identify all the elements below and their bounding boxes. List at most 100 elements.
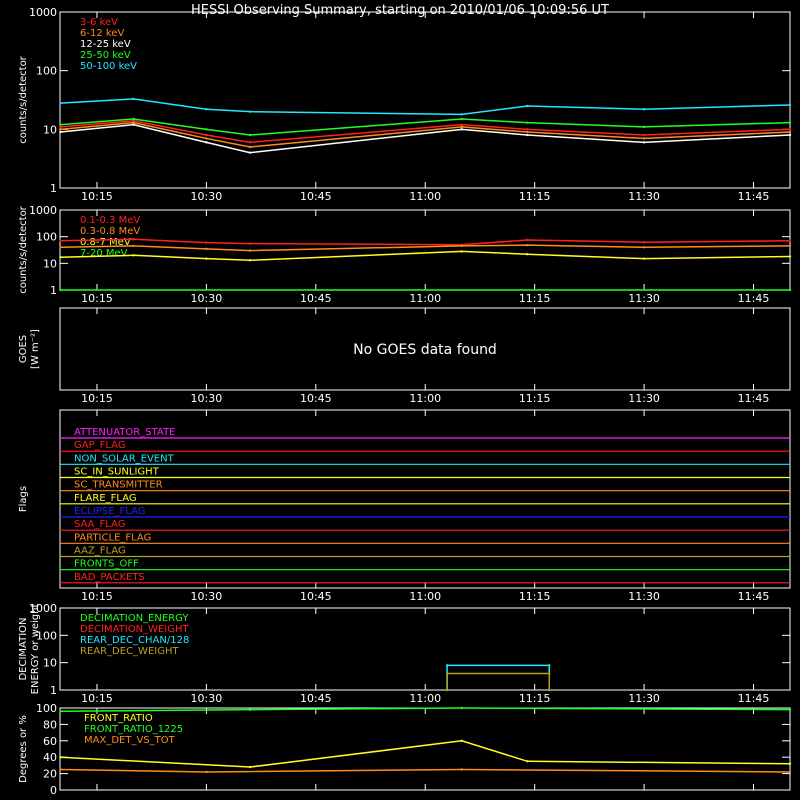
data-point — [445, 672, 449, 675]
y-tick-label: 100 — [36, 65, 57, 78]
data-point — [642, 133, 646, 137]
data-point — [59, 123, 62, 126]
time-tick-label: 10:15 — [81, 392, 113, 405]
time-tick-label: 11:00 — [409, 292, 441, 305]
panel-frame-ratios — [59, 707, 791, 791]
flag-label: GAP_FLAG — [74, 440, 126, 451]
y-tick-label: 1000 — [29, 6, 57, 19]
data-point — [248, 708, 252, 711]
y-axis-label: Flags — [18, 486, 29, 512]
time-tick-label: 11:00 — [409, 392, 441, 405]
y-axis-label: GOES — [18, 335, 29, 363]
data-point — [132, 238, 135, 241]
series-line — [60, 768, 791, 773]
data-point — [788, 130, 792, 134]
y-tick-label: 80 — [43, 718, 57, 731]
legend-entry: FRONT_RATIO_1225 — [84, 724, 183, 735]
time-tick-label: 11:15 — [519, 392, 551, 405]
data-point — [642, 257, 646, 260]
flag-label: SC_TRANSMITTER — [74, 480, 163, 491]
y-axis-label-2: ENERGY or weight — [30, 604, 41, 695]
data-point — [132, 254, 135, 257]
series-line — [60, 707, 791, 713]
series-line — [60, 121, 791, 148]
flag-label: FLARE_FLAG — [74, 493, 137, 504]
flag-label: ECLIPSE_FLAG — [74, 506, 145, 517]
y-axis-label-2: [W m⁻²] — [30, 329, 41, 369]
data-point — [788, 239, 792, 242]
data-point — [248, 110, 252, 113]
flag-label: SAA_FLAG — [74, 519, 125, 530]
data-point — [460, 706, 463, 710]
y-tick-label: 1 — [50, 284, 57, 297]
legend-entry: 0.3-0.8 MeV — [80, 226, 140, 237]
data-point — [460, 768, 463, 771]
time-tick-label: 10:30 — [191, 392, 223, 405]
data-point — [205, 770, 208, 774]
legend-entry: MAX_DET_VS_TOT — [84, 735, 176, 746]
data-point — [526, 253, 529, 256]
data-point — [248, 151, 252, 154]
time-tick-label: 11:30 — [628, 190, 660, 203]
data-point — [248, 145, 252, 149]
time-tick-label: 11:30 — [628, 590, 660, 603]
time-tick-label: 11:45 — [738, 292, 770, 305]
data-point — [132, 119, 135, 122]
data-point — [205, 257, 208, 260]
time-tick-label: 11:45 — [738, 190, 770, 203]
data-point — [460, 113, 463, 116]
time-tick-label: 11:15 — [519, 292, 551, 305]
data-point — [248, 141, 252, 144]
data-point — [788, 762, 792, 765]
data-point — [59, 101, 62, 105]
time-tick-label: 11:15 — [519, 590, 551, 603]
legend-entry: DECIMATION_ENERGY — [80, 613, 189, 624]
time-tick-label: 10:15 — [81, 590, 113, 603]
y-tick-label: 10 — [43, 657, 57, 670]
time-tick-label: 11:00 — [409, 692, 441, 705]
data-point — [548, 672, 551, 675]
data-point — [445, 688, 449, 692]
data-point — [788, 255, 792, 258]
legend-entry: FRONT_RATIO — [84, 713, 153, 724]
data-point — [526, 128, 529, 131]
data-point — [445, 664, 449, 667]
data-point — [59, 246, 62, 249]
series-line — [60, 120, 791, 144]
data-point — [59, 130, 62, 134]
y-tick-label: 1000 — [29, 204, 57, 217]
data-point — [642, 141, 646, 144]
data-point — [460, 739, 463, 742]
data-point — [788, 121, 792, 124]
flag-label: SC_IN_SUNLIGHT — [74, 467, 160, 478]
time-tick-label: 10:45 — [300, 692, 332, 705]
y-tick-label: 100 — [36, 629, 57, 642]
time-tick-label: 11:30 — [628, 392, 660, 405]
series-line — [60, 98, 791, 116]
time-tick-label: 10:30 — [191, 590, 223, 603]
data-point — [526, 121, 529, 124]
y-axis-label: counts/s/detector — [18, 205, 29, 293]
time-tick-label: 10:45 — [300, 392, 332, 405]
data-point — [132, 97, 135, 101]
time-tick-label: 11:30 — [628, 292, 660, 305]
data-point — [788, 133, 792, 137]
data-point — [788, 770, 792, 774]
data-point — [548, 688, 551, 692]
y-tick-label: 100 — [36, 231, 57, 244]
no-data-message: No GOES data found — [353, 342, 497, 358]
time-tick-label: 10:15 — [81, 292, 113, 305]
series-line — [60, 238, 791, 246]
legend-entry: 0.8-7 MeV — [80, 237, 131, 248]
legend-entry: 12-25 keV — [80, 39, 131, 50]
y-tick-label: 10 — [43, 123, 57, 136]
flag-label: NON_SOLAR_EVENT — [74, 453, 175, 464]
flag-label: AAZ_FLAG — [74, 546, 126, 557]
flag-label: PARTICLE_FLAG — [74, 532, 151, 543]
time-tick-label: 11:15 — [519, 692, 551, 705]
data-point — [205, 241, 208, 244]
data-point — [59, 255, 62, 259]
flag-label: BAD_PACKETS — [74, 572, 145, 583]
series-line — [60, 250, 791, 262]
